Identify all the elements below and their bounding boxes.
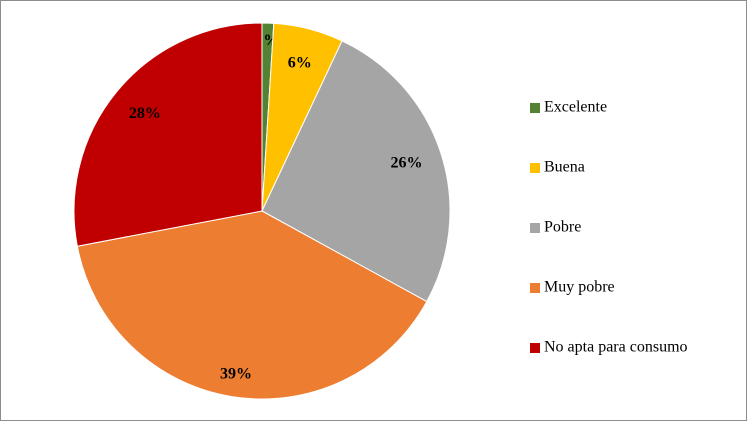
- legend-swatch: [530, 103, 540, 113]
- legend-swatch: [530, 223, 540, 233]
- legend-swatch: [530, 283, 540, 293]
- legend-label: Pobre: [544, 219, 581, 236]
- legend-label: Buena: [544, 159, 585, 176]
- legend-label: Muy pobre: [544, 279, 615, 296]
- data-label: 6%: [288, 54, 312, 71]
- legend-label: No apta para consumo: [544, 339, 688, 356]
- legend-swatch: [530, 163, 540, 173]
- legend-swatch: [530, 343, 540, 353]
- data-label: 28%: [129, 105, 161, 122]
- pie-slice: [76, 210, 428, 400]
- data-label: 26%: [391, 155, 423, 172]
- pie-slice: [73, 22, 263, 247]
- legend-label: Excelente: [544, 99, 607, 116]
- data-label: 39%: [220, 366, 252, 383]
